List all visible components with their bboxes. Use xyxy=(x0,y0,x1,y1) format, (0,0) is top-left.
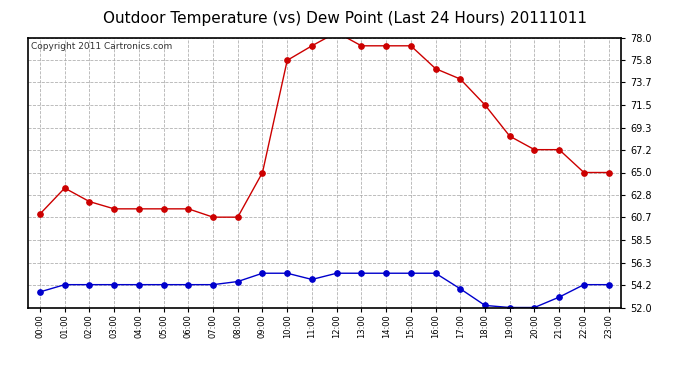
Text: Outdoor Temperature (vs) Dew Point (Last 24 Hours) 20111011: Outdoor Temperature (vs) Dew Point (Last… xyxy=(103,11,587,26)
Text: Copyright 2011 Cartronics.com: Copyright 2011 Cartronics.com xyxy=(30,42,172,51)
